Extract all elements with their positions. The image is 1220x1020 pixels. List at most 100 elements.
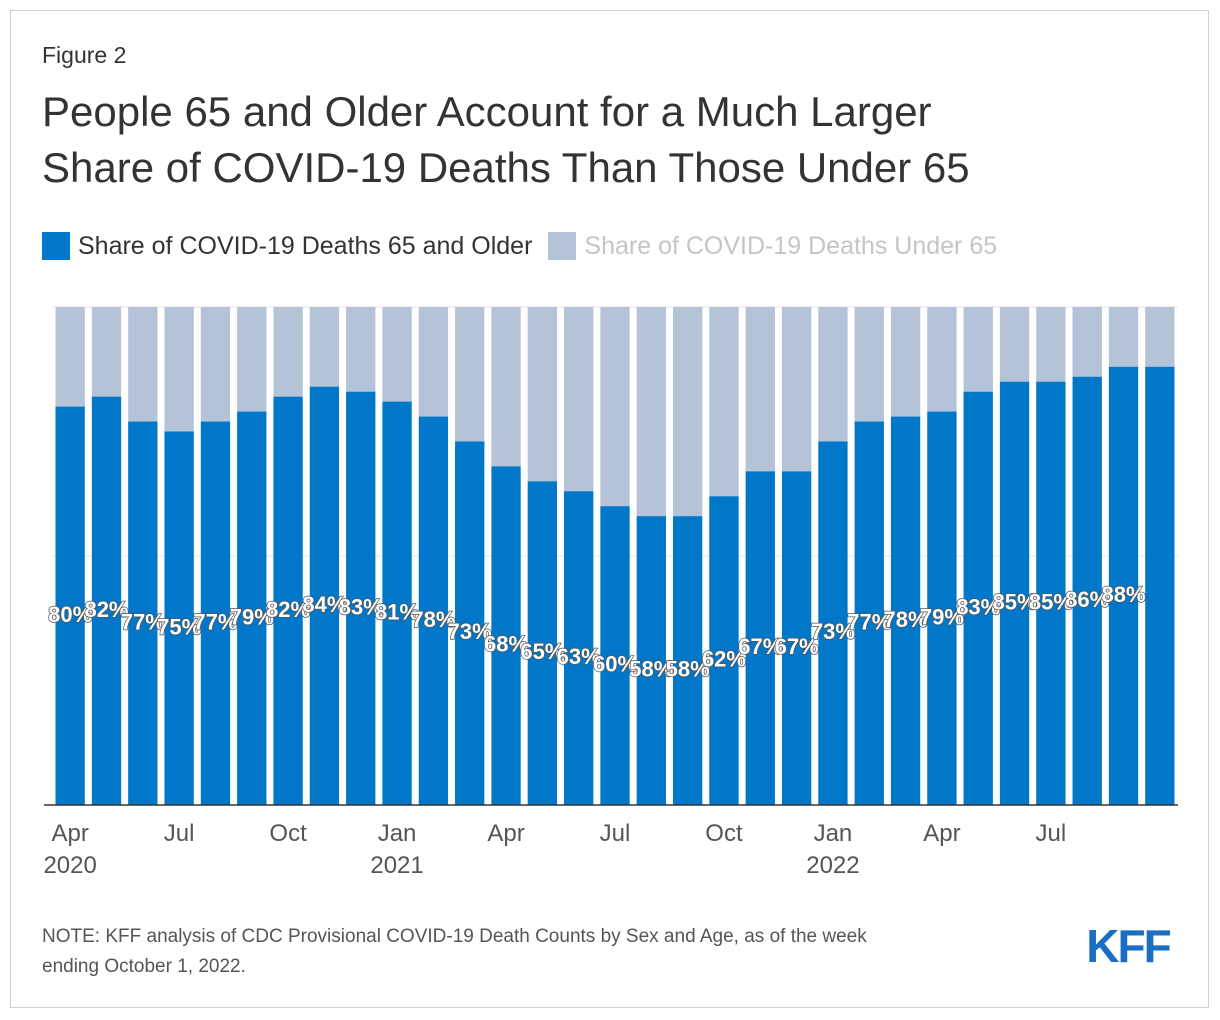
bar-65-and-older [854,421,884,805]
bar-under-65 [600,307,630,507]
bar-under-65 [527,307,558,482]
bar-under-65 [1145,307,1175,367]
x-tick-label: Jul [164,820,195,847]
kff-logo-text: KFF [1086,922,1170,966]
bar-65-and-older [999,381,1030,805]
data-label: 81% [375,599,419,624]
bar-65-and-older [200,421,231,805]
bar-65-and-older [1108,366,1139,805]
bar-under-65 [200,307,231,422]
bar-65-and-older [309,386,340,805]
data-label: 58% [629,657,673,682]
bar-65-and-older [273,396,303,805]
data-label: 85% [1029,589,1073,614]
data-label: 77% [121,609,165,634]
data-label: 75% [157,614,201,639]
x-tick-label: Apr [923,820,960,847]
bar-under-65 [999,307,1030,382]
stacked-bar-chart: 80%82%77%75%77%79%82%84%83%81%78%73%68%6… [43,306,1178,879]
chart-title-line-1: People 65 and Older Account for a Much L… [42,88,932,135]
bar-under-65 [564,307,594,492]
data-label: 63% [557,644,601,669]
data-label: 79% [230,604,274,629]
chart-legend: Share of COVID-19 Deaths 65 and Older Sh… [42,228,1013,264]
data-label: 73% [448,619,492,644]
chart-title-line-2: Share of COVID-19 Deaths Than Those Unde… [42,144,970,191]
bar-65-and-older [818,441,848,805]
x-tick-label: Oct [705,820,743,847]
bar-under-65 [128,307,158,422]
bar-under-65 [636,307,666,517]
chart-title: People 65 and Older Account for a Much L… [42,84,1182,196]
data-label: 65% [520,639,564,664]
bar-65-and-older [55,406,85,805]
data-label: 83% [339,594,383,619]
data-label: 78% [411,607,455,632]
bar-under-65 [709,307,739,497]
source-note-line-1: NOTE: KFF analysis of CDC Provisional CO… [42,926,867,947]
bar-under-65 [273,307,303,397]
bar-65-and-older [91,396,122,805]
bar-under-65 [1036,307,1066,382]
bar-under-65 [418,307,449,417]
bar-under-65 [672,307,703,517]
bar-65-and-older [237,411,267,805]
legend-label-older: Share of COVID-19 Deaths 65 and Older [78,231,533,260]
figure-label: Figure 2 [42,42,127,68]
bar-65-and-older [1036,381,1066,805]
bar-under-65 [745,307,775,472]
data-label: 80% [48,602,92,627]
data-label: 82% [266,597,310,622]
source-note-line-2: ending October 1, 2022. [42,956,246,977]
x-tick-label: Apr [487,820,524,847]
bar-under-65 [1072,307,1102,377]
data-label: 58% [666,657,710,682]
bar-65-and-older [455,441,485,805]
data-label: 60% [593,652,637,677]
x-tick-year-label: 2020 [43,852,96,879]
bar-under-65 [963,307,993,392]
x-tick-label: Jul [1036,820,1067,847]
data-label: 85% [993,589,1037,614]
bar-under-65 [890,307,921,417]
bar-under-65 [91,307,122,397]
bar-65-and-older [527,481,558,805]
bar-under-65 [346,307,376,392]
data-label: 86% [1065,587,1109,612]
x-tick-year-label: 2021 [370,852,423,879]
data-label: 62% [702,647,746,672]
bar-under-65 [382,307,412,402]
data-label: 73% [811,619,855,644]
bar-65-and-older [781,471,812,805]
bar-under-65 [1108,307,1139,367]
legend-swatch-under [548,232,577,260]
bar-under-65 [309,307,340,387]
legend-item-under: Share of COVID-19 Deaths Under 65 [548,232,997,261]
data-label: 79% [920,604,964,629]
data-label: 82% [84,597,128,622]
x-tick-label: Jan [378,820,417,847]
bar-65-and-older [709,496,739,805]
bar-under-65 [237,307,267,412]
bar-under-65 [55,307,85,407]
bar-65-and-older [600,506,630,805]
bar-65-and-older [382,401,412,805]
legend-item-older: Share of COVID-19 Deaths 65 and Older [42,232,532,261]
bar-65-and-older [745,471,775,805]
bar-65-and-older [963,391,993,805]
source-note: NOTE: KFF analysis of CDC Provisional CO… [42,922,1032,982]
data-label: 78% [884,607,928,632]
bar-65-and-older [418,416,449,805]
bar-under-65 [781,307,812,472]
bar-65-and-older [128,421,158,805]
data-label: 77% [193,609,237,634]
bar-65-and-older [164,431,194,805]
data-label: 67% [738,634,782,659]
bar-65-and-older [672,516,703,805]
data-label: 67% [775,634,819,659]
legend-label-under: Share of COVID-19 Deaths Under 65 [584,231,998,260]
data-label: 84% [302,592,346,617]
bar-65-and-older [890,416,921,805]
data-label: 83% [956,594,1000,619]
bar-under-65 [927,307,957,412]
